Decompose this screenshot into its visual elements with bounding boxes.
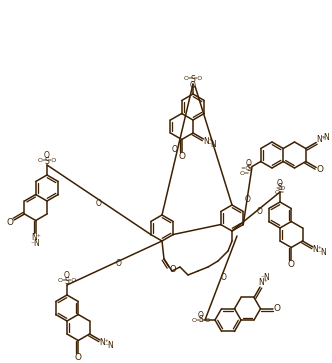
Text: N⁺: N⁺: [100, 338, 110, 347]
Text: O: O: [246, 159, 252, 168]
Text: O: O: [96, 199, 102, 208]
Text: ⁻N: ⁻N: [317, 248, 327, 257]
Text: N⁺: N⁺: [258, 278, 268, 287]
Text: O: O: [245, 195, 251, 204]
Text: S: S: [278, 184, 283, 192]
Text: =O: =O: [46, 159, 56, 163]
Text: S: S: [65, 277, 69, 286]
Text: O=: O=: [58, 278, 68, 284]
Text: O: O: [274, 304, 281, 313]
Text: =O: =O: [275, 185, 285, 191]
Text: S: S: [191, 76, 195, 85]
Text: S: S: [199, 315, 204, 325]
Text: O=: O=: [240, 171, 250, 176]
Text: N⁺: N⁺: [203, 137, 213, 146]
Text: O: O: [116, 258, 122, 268]
Text: =O: =O: [66, 278, 76, 284]
Text: O: O: [6, 218, 13, 227]
Text: =O: =O: [200, 318, 210, 322]
Text: O: O: [221, 273, 227, 282]
Text: =O: =O: [240, 166, 250, 171]
Text: ⁻N: ⁻N: [260, 273, 270, 282]
Text: N⁺: N⁺: [316, 135, 326, 144]
Text: O: O: [170, 265, 176, 274]
Text: ⁻N: ⁻N: [320, 133, 330, 142]
Text: O=: O=: [192, 318, 202, 322]
Text: ⁻N: ⁻N: [104, 341, 114, 350]
Text: O: O: [257, 207, 263, 216]
Text: =O: =O: [192, 77, 202, 82]
Text: N⁺: N⁺: [31, 233, 41, 242]
Text: ⁻N: ⁻N: [208, 140, 217, 149]
Text: S: S: [246, 164, 251, 173]
Text: O: O: [178, 152, 185, 161]
Text: O: O: [44, 151, 50, 160]
Text: O: O: [277, 179, 283, 188]
Text: S: S: [44, 156, 49, 166]
Text: O=: O=: [184, 77, 194, 82]
Text: O: O: [190, 81, 196, 90]
Text: N⁺: N⁺: [313, 245, 323, 254]
Text: O=: O=: [275, 191, 285, 196]
Text: O: O: [288, 260, 295, 269]
Text: O: O: [172, 145, 177, 154]
Text: O: O: [317, 166, 324, 175]
Text: O: O: [198, 310, 204, 319]
Text: O=: O=: [38, 159, 48, 163]
Text: O: O: [75, 353, 82, 362]
Text: ⁻N: ⁻N: [31, 238, 41, 248]
Text: O: O: [64, 272, 70, 281]
